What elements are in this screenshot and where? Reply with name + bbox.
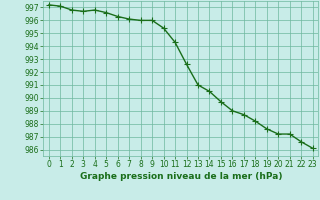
X-axis label: Graphe pression niveau de la mer (hPa): Graphe pression niveau de la mer (hPa)	[80, 172, 282, 181]
